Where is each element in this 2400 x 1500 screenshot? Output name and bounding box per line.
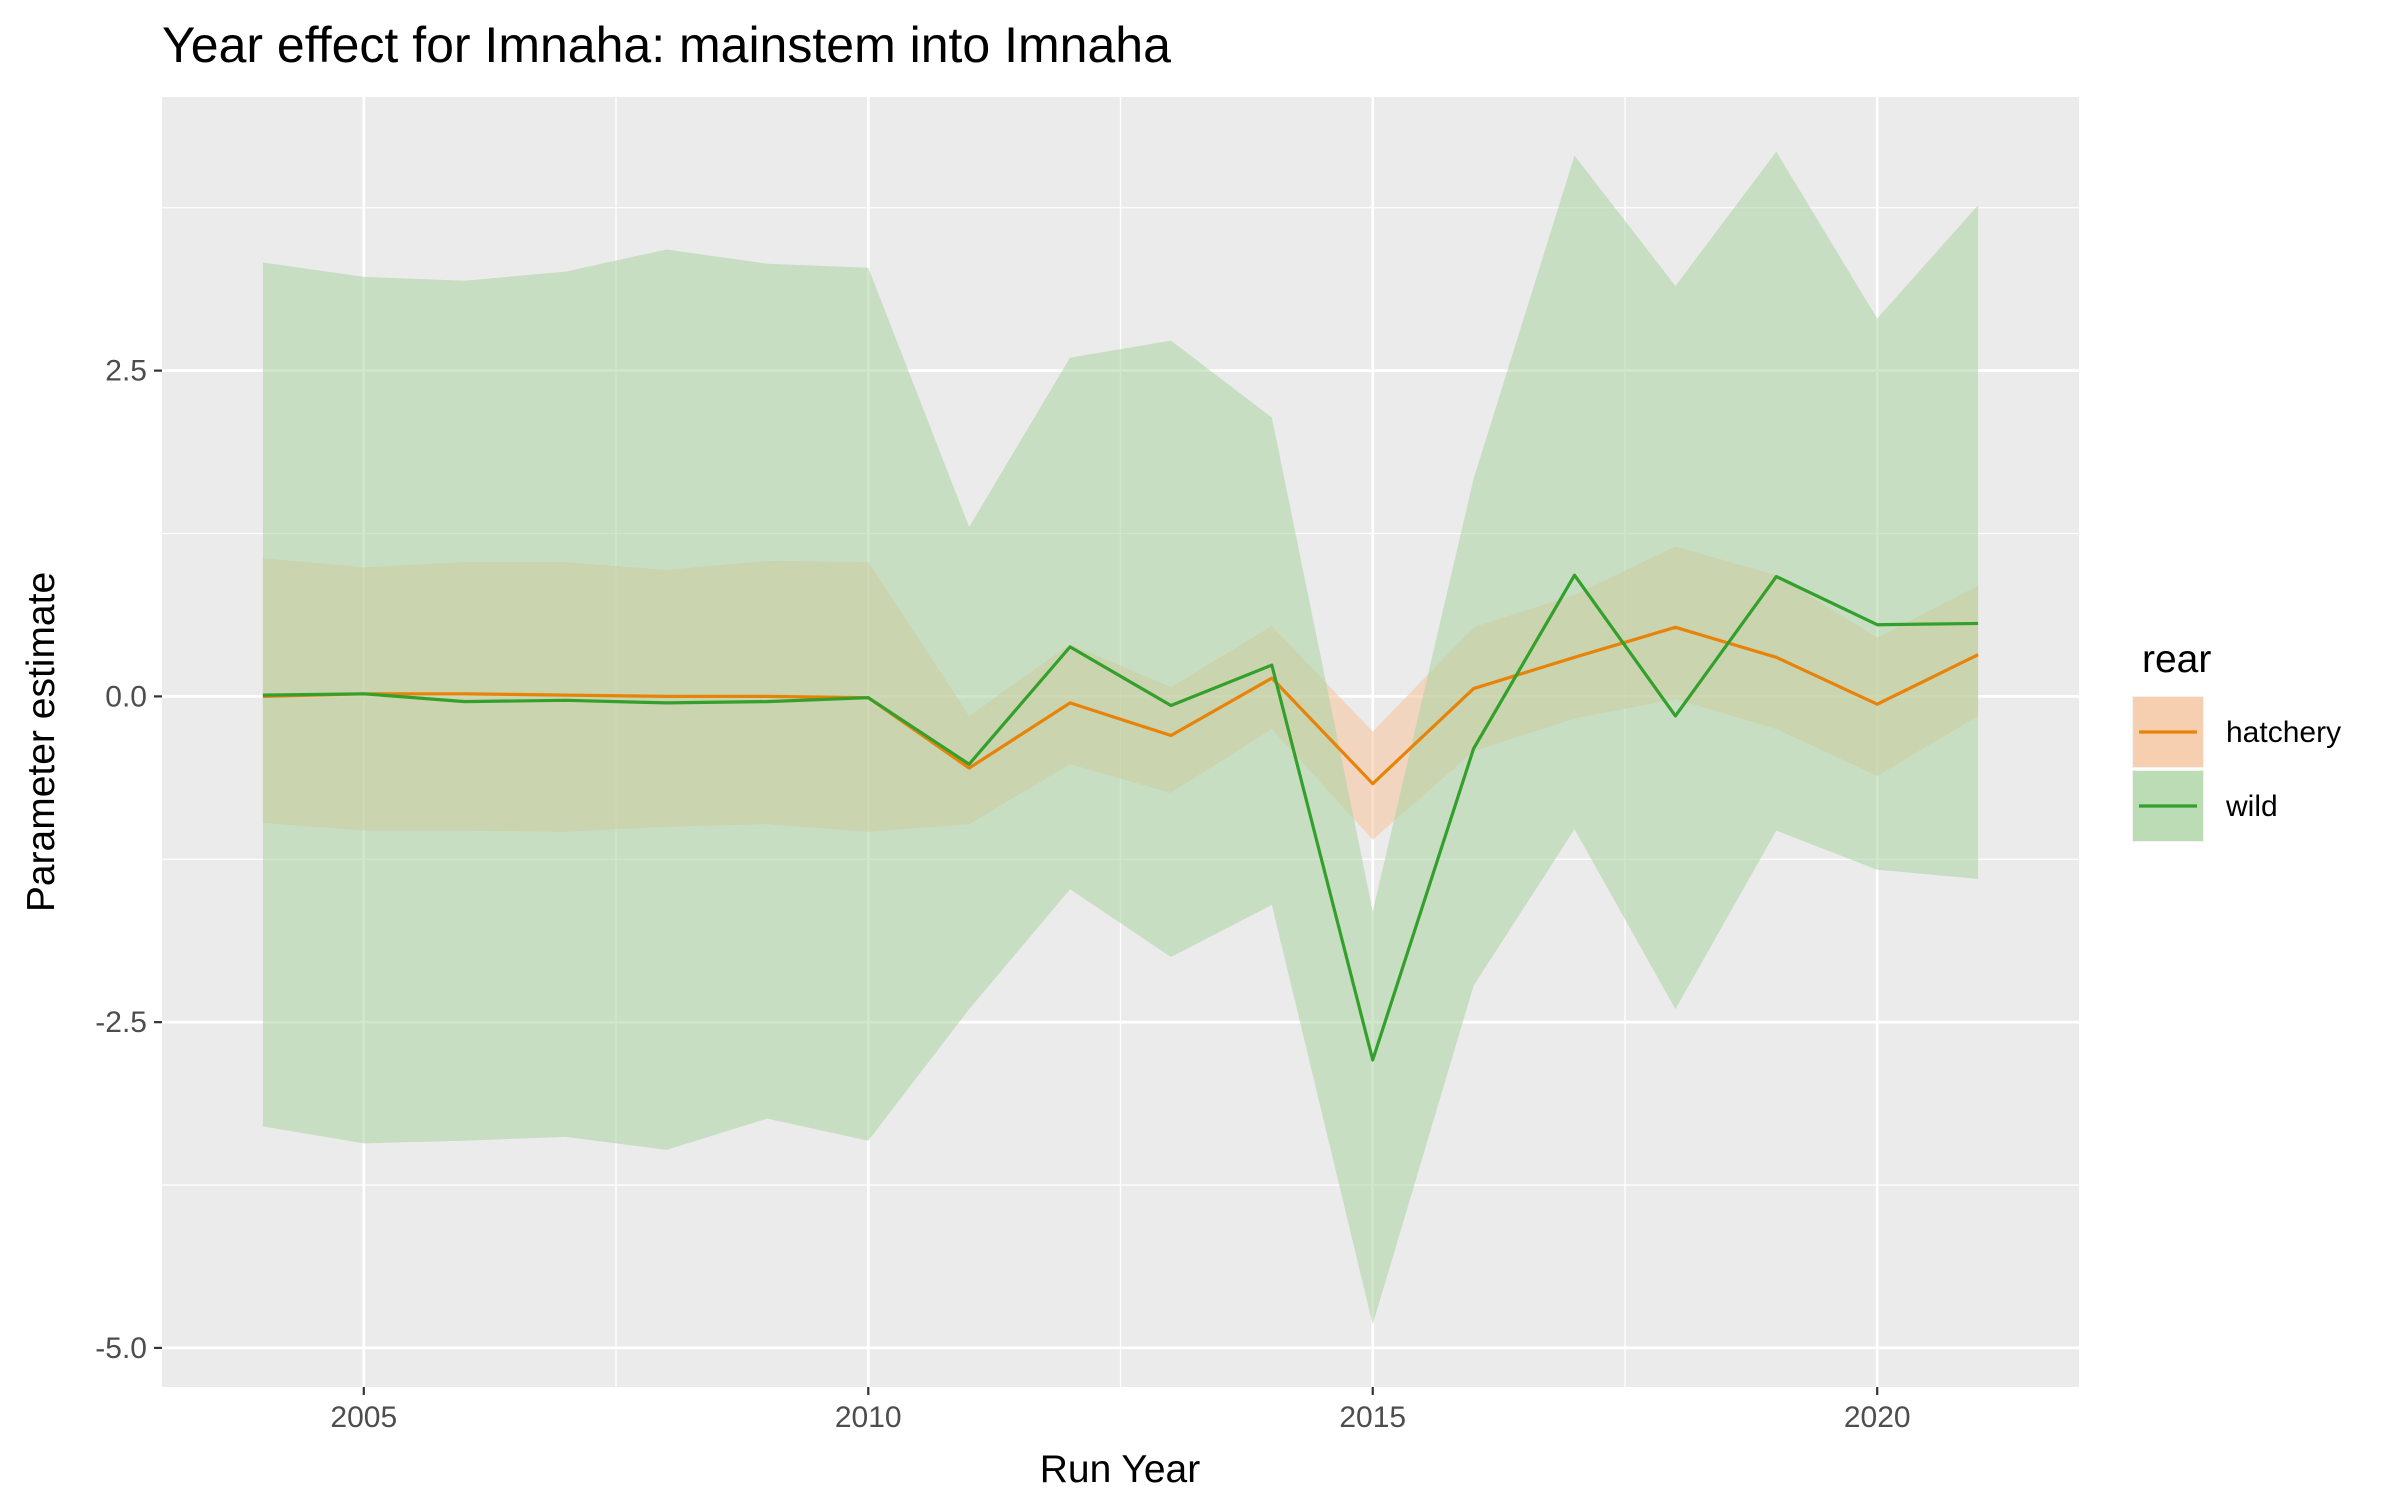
y-tick-label: 0.0 bbox=[105, 680, 147, 713]
chart-title: Year effect for Imnaha: mainstem into Im… bbox=[162, 17, 1171, 73]
hatchery-line bbox=[262, 625, 1979, 786]
legend-title: rear bbox=[2142, 638, 2211, 681]
series-lines bbox=[262, 573, 1979, 1062]
legend-label-wild: wild bbox=[2225, 790, 2278, 823]
x-tick-label: 2010 bbox=[835, 1401, 902, 1434]
y-tick-label: 2.5 bbox=[105, 355, 147, 388]
y-tick-label: -2.5 bbox=[95, 1006, 147, 1039]
legend: rear hatchery wild bbox=[2132, 638, 2341, 842]
y-tick-label: -5.0 bbox=[95, 1332, 147, 1365]
x-tick-label: 2015 bbox=[1339, 1401, 1406, 1434]
wild-line bbox=[262, 573, 1979, 1062]
x-axis-ticks: 2005 2010 2015 2020 bbox=[330, 1387, 1911, 1434]
wild-ribbon bbox=[262, 151, 1979, 1325]
x-tick-label: 2020 bbox=[1844, 1401, 1911, 1434]
legend-label-hatchery: hatchery bbox=[2226, 716, 2341, 749]
x-tick-label: 2005 bbox=[330, 1401, 397, 1434]
y-axis-ticks: 2.5 0.0 -2.5 -5.0 bbox=[95, 355, 162, 1365]
y-axis-title: Parameter estimate bbox=[20, 572, 63, 912]
x-axis-title: Run Year bbox=[1040, 1448, 1200, 1491]
legend-items: hatchery wild bbox=[2132, 696, 2341, 842]
